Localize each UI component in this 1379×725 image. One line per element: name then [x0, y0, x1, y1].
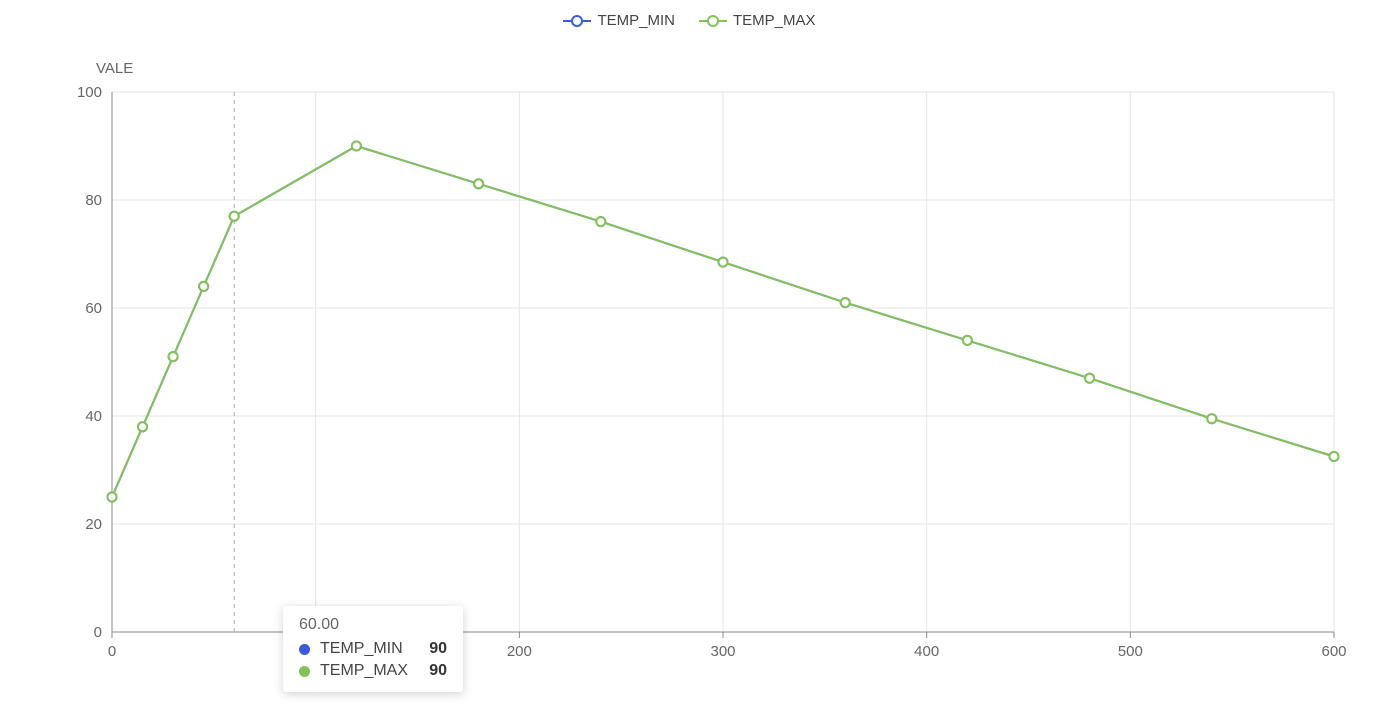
tooltip-series-label: TEMP_MAX — [320, 662, 419, 680]
svg-text:600: 600 — [1321, 643, 1346, 660]
svg-text:60: 60 — [85, 300, 102, 317]
tooltip-series-value: 90 — [429, 662, 447, 680]
svg-text:300: 300 — [710, 643, 735, 660]
svg-text:80: 80 — [85, 192, 102, 209]
svg-text:0: 0 — [108, 643, 116, 660]
tooltip-x-value: 60.00 — [299, 616, 447, 634]
tooltip-series-label: TEMP_MIN — [320, 640, 419, 658]
line-chart[interactable]: 0204060801000100200300400500600 — [0, 0, 1379, 725]
chart-tooltip: 60.00 TEMP_MIN 90 TEMP_MAX 90 — [283, 606, 463, 692]
tooltip-series-value: 90 — [429, 640, 447, 658]
tooltip-dot-icon — [299, 644, 310, 655]
svg-text:0: 0 — [94, 624, 102, 641]
svg-text:500: 500 — [1118, 643, 1143, 660]
tooltip-row-temp-min: TEMP_MIN 90 — [299, 640, 447, 658]
svg-text:400: 400 — [914, 643, 939, 660]
tooltip-row-temp-max: TEMP_MAX 90 — [299, 662, 447, 680]
svg-text:40: 40 — [85, 408, 102, 425]
svg-text:20: 20 — [85, 516, 102, 533]
tooltip-dot-icon — [299, 666, 310, 677]
svg-text:200: 200 — [507, 643, 532, 660]
svg-text:100: 100 — [77, 84, 102, 101]
